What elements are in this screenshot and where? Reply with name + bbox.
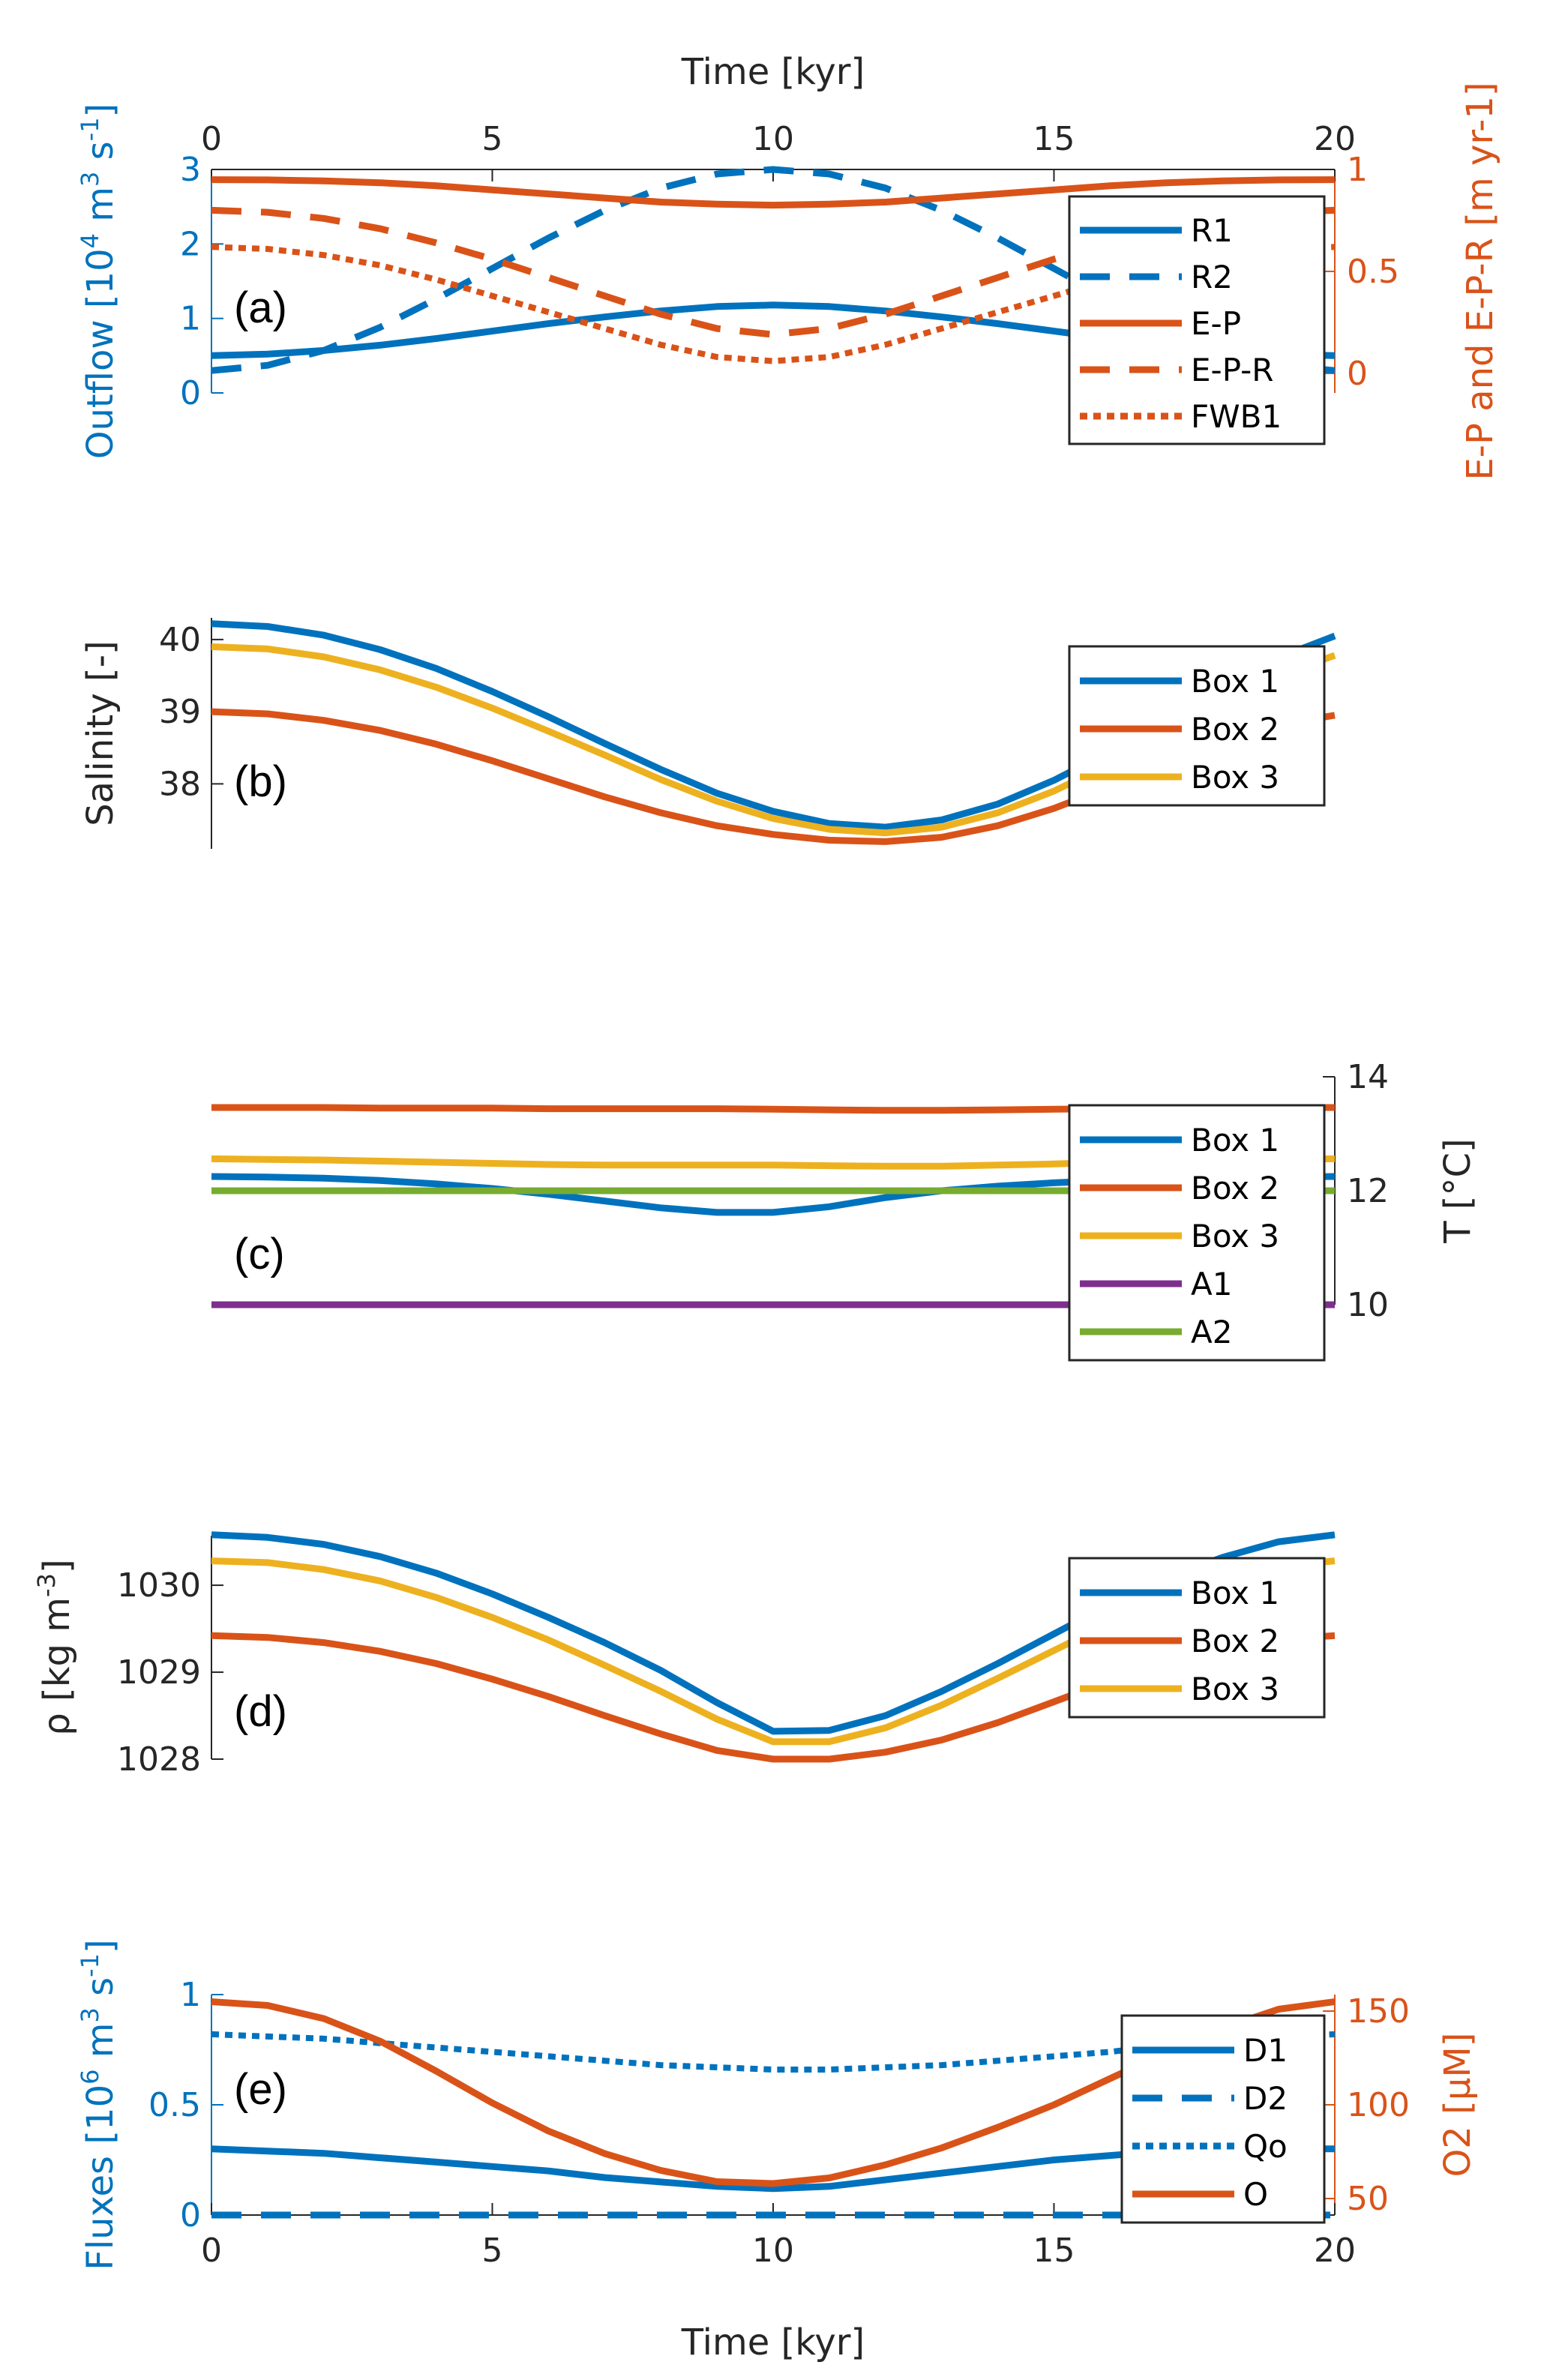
y-axis-title-right: E-P and E-P-R [m yr-1] xyxy=(1459,82,1501,480)
y-tick-label-right: 150 xyxy=(1347,1992,1410,2031)
x-tick-label: 0 xyxy=(201,120,222,158)
y-tick-label-left: 0.5 xyxy=(148,2086,201,2124)
y-tick-label-right: 12 xyxy=(1347,1172,1389,1210)
series-line-e-p xyxy=(211,176,1336,209)
panel-label: (c) xyxy=(234,1230,285,1278)
y-tick-label-left: 1030 xyxy=(117,1566,201,1605)
y-tick-label-right: 10 xyxy=(1347,1286,1389,1324)
x-axis-title: Time [kyr] xyxy=(681,2322,865,2364)
legend-label: A1 xyxy=(1191,1266,1232,1302)
legend-label: Box 2 xyxy=(1191,1623,1279,1659)
y-tick-label-left: 40 xyxy=(159,621,201,659)
panel-label: (a) xyxy=(234,283,287,332)
x-tick-label: 5 xyxy=(482,120,503,158)
panel-label: (d) xyxy=(234,1687,287,1736)
y-tick-label-right: 0.5 xyxy=(1347,253,1399,291)
x-tick-label: 20 xyxy=(1314,2232,1356,2270)
y-axis-title-left: ρ [kg m-3] xyxy=(32,1559,78,1735)
y-tick-label-left: 1028 xyxy=(117,1740,201,1779)
x-axis-title: Time [kyr] xyxy=(681,51,865,93)
y-tick-label-right: 50 xyxy=(1347,2180,1389,2218)
legend-label: A2 xyxy=(1191,1314,1232,1350)
y-axis-title-left: Salinity [-] xyxy=(79,640,121,826)
legend-label: D1 xyxy=(1243,2032,1288,2069)
y-tick-label-left: 1029 xyxy=(117,1653,201,1692)
legend-label: Box 1 xyxy=(1191,1575,1279,1611)
legend-label: Box 1 xyxy=(1191,1122,1279,1159)
legend-label: Box 3 xyxy=(1191,1671,1279,1707)
legend-label: Box 1 xyxy=(1191,663,1279,700)
panel-label: (e) xyxy=(234,2065,287,2114)
legend-label: E-P xyxy=(1191,305,1241,342)
y-tick-label-left: 39 xyxy=(159,693,201,731)
legend-label: D2 xyxy=(1243,2080,1288,2117)
y-tick-label-right: 0 xyxy=(1347,355,1368,393)
y-tick-label-left: 1 xyxy=(180,1976,201,2014)
legend-label: O xyxy=(1243,2176,1268,2213)
legend-label: Box 2 xyxy=(1191,1170,1279,1206)
y-tick-label-left: 1 xyxy=(180,300,201,338)
x-tick-label: 5 xyxy=(482,2232,503,2270)
x-tick-label: 10 xyxy=(752,120,794,158)
legend-label: Box 2 xyxy=(1191,711,1279,748)
y-tick-label-left: 2 xyxy=(180,225,201,263)
y-tick-label-left: 3 xyxy=(180,151,201,189)
x-tick-label: 15 xyxy=(1033,2232,1075,2270)
y-tick-label-right: 14 xyxy=(1347,1058,1389,1096)
y-tick-label-left: 0 xyxy=(180,374,201,412)
y-axis-title-left: Fluxes [106 m3 s-1] xyxy=(76,1939,121,2271)
y-tick-label-right: 100 xyxy=(1347,2086,1410,2124)
y-axis-title-left: Outflow [104 m3 s-1] xyxy=(76,103,121,460)
y-axis-title-right: T [°C] xyxy=(1437,1138,1479,1244)
x-tick-label: 0 xyxy=(201,2232,222,2270)
legend-label: Box 3 xyxy=(1191,759,1279,796)
legend-label: E-P-R xyxy=(1191,352,1273,388)
legend-label: Qo xyxy=(1243,2128,1288,2165)
panel-label: (b) xyxy=(234,757,287,806)
y-tick-label-right: 1 xyxy=(1347,151,1368,189)
legend-label: R2 xyxy=(1191,259,1233,295)
x-tick-label: 15 xyxy=(1033,120,1075,158)
x-tick-label: 10 xyxy=(752,2232,794,2270)
y-tick-label-left: 0 xyxy=(180,2196,201,2235)
y-tick-label-left: 38 xyxy=(159,765,201,803)
y-axis-title-right: O2 [μM] xyxy=(1437,2033,1479,2178)
x-tick-label: 20 xyxy=(1314,120,1356,158)
legend-label: R1 xyxy=(1191,212,1233,249)
legend-label: Box 3 xyxy=(1191,1218,1279,1254)
legend-label: FWB1 xyxy=(1191,398,1282,435)
